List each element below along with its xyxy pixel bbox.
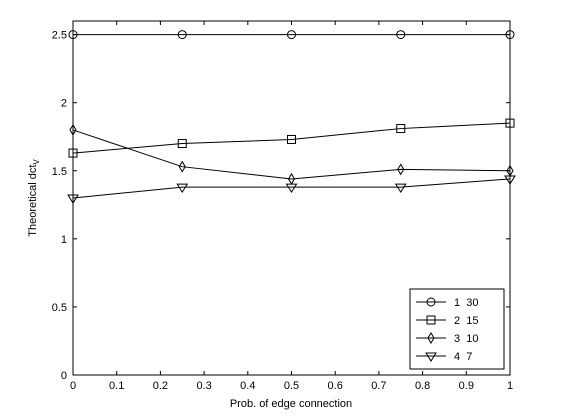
marker: [504, 175, 516, 185]
y-tick-label: 1: [61, 234, 67, 246]
series-line: [72, 122, 511, 154]
legend-marker: [427, 332, 435, 344]
x-tick-label: 0.3: [196, 380, 211, 392]
y-axis-label: Theoretical dctV: [27, 159, 41, 237]
marker: [177, 139, 187, 149]
marker: [67, 194, 79, 204]
y-axis-label-main: Theoretical dct: [27, 165, 39, 237]
marker: [505, 118, 515, 128]
marker: [285, 183, 298, 194]
y-tick-label: 2.5: [52, 30, 67, 42]
x-tick-label: 0.9: [459, 380, 474, 392]
y-axis-label-sub: V: [32, 159, 41, 165]
y-tick-label: 0: [61, 370, 67, 382]
x-tick-label: 0.2: [153, 380, 168, 392]
x-tick-label: 0.7: [371, 380, 386, 392]
x-tick-label: 0.1: [109, 380, 124, 392]
marker: [176, 183, 189, 194]
series-line: [72, 178, 511, 199]
legend-label: 1 30: [454, 297, 478, 309]
legend-label: 3 10: [454, 333, 478, 345]
marker: [394, 183, 407, 194]
x-axis-label: Prob. of edge connection: [230, 398, 352, 410]
x-tick-label: 0.4: [240, 380, 255, 392]
legend-marker: [425, 352, 437, 362]
x-tick-label: 1: [507, 380, 513, 392]
x-tick-label: 0: [70, 380, 76, 392]
x-tick-label: 0.5: [284, 380, 299, 392]
marker: [69, 123, 77, 136]
y-tick-label: 0.5: [52, 302, 67, 314]
legend-label: 2 15: [454, 315, 478, 327]
marker: [396, 30, 406, 40]
marker: [396, 124, 406, 134]
legend-label: 4 7: [454, 351, 472, 363]
marker: [68, 30, 78, 40]
x-tick-label: 0.6: [328, 380, 343, 392]
x-tick-label: 0.8: [415, 380, 430, 392]
marker: [287, 30, 296, 40]
series-line: [72, 129, 511, 180]
y-tick-label: 1.5: [52, 166, 67, 178]
y-tick-label: 2: [61, 98, 67, 110]
legend-marker: [426, 315, 436, 325]
legend-marker: [426, 297, 436, 307]
marker: [68, 148, 78, 158]
marker: [397, 163, 405, 176]
marker: [177, 30, 187, 40]
marker: [505, 30, 515, 40]
marker: [287, 134, 296, 144]
marker: [178, 160, 186, 173]
